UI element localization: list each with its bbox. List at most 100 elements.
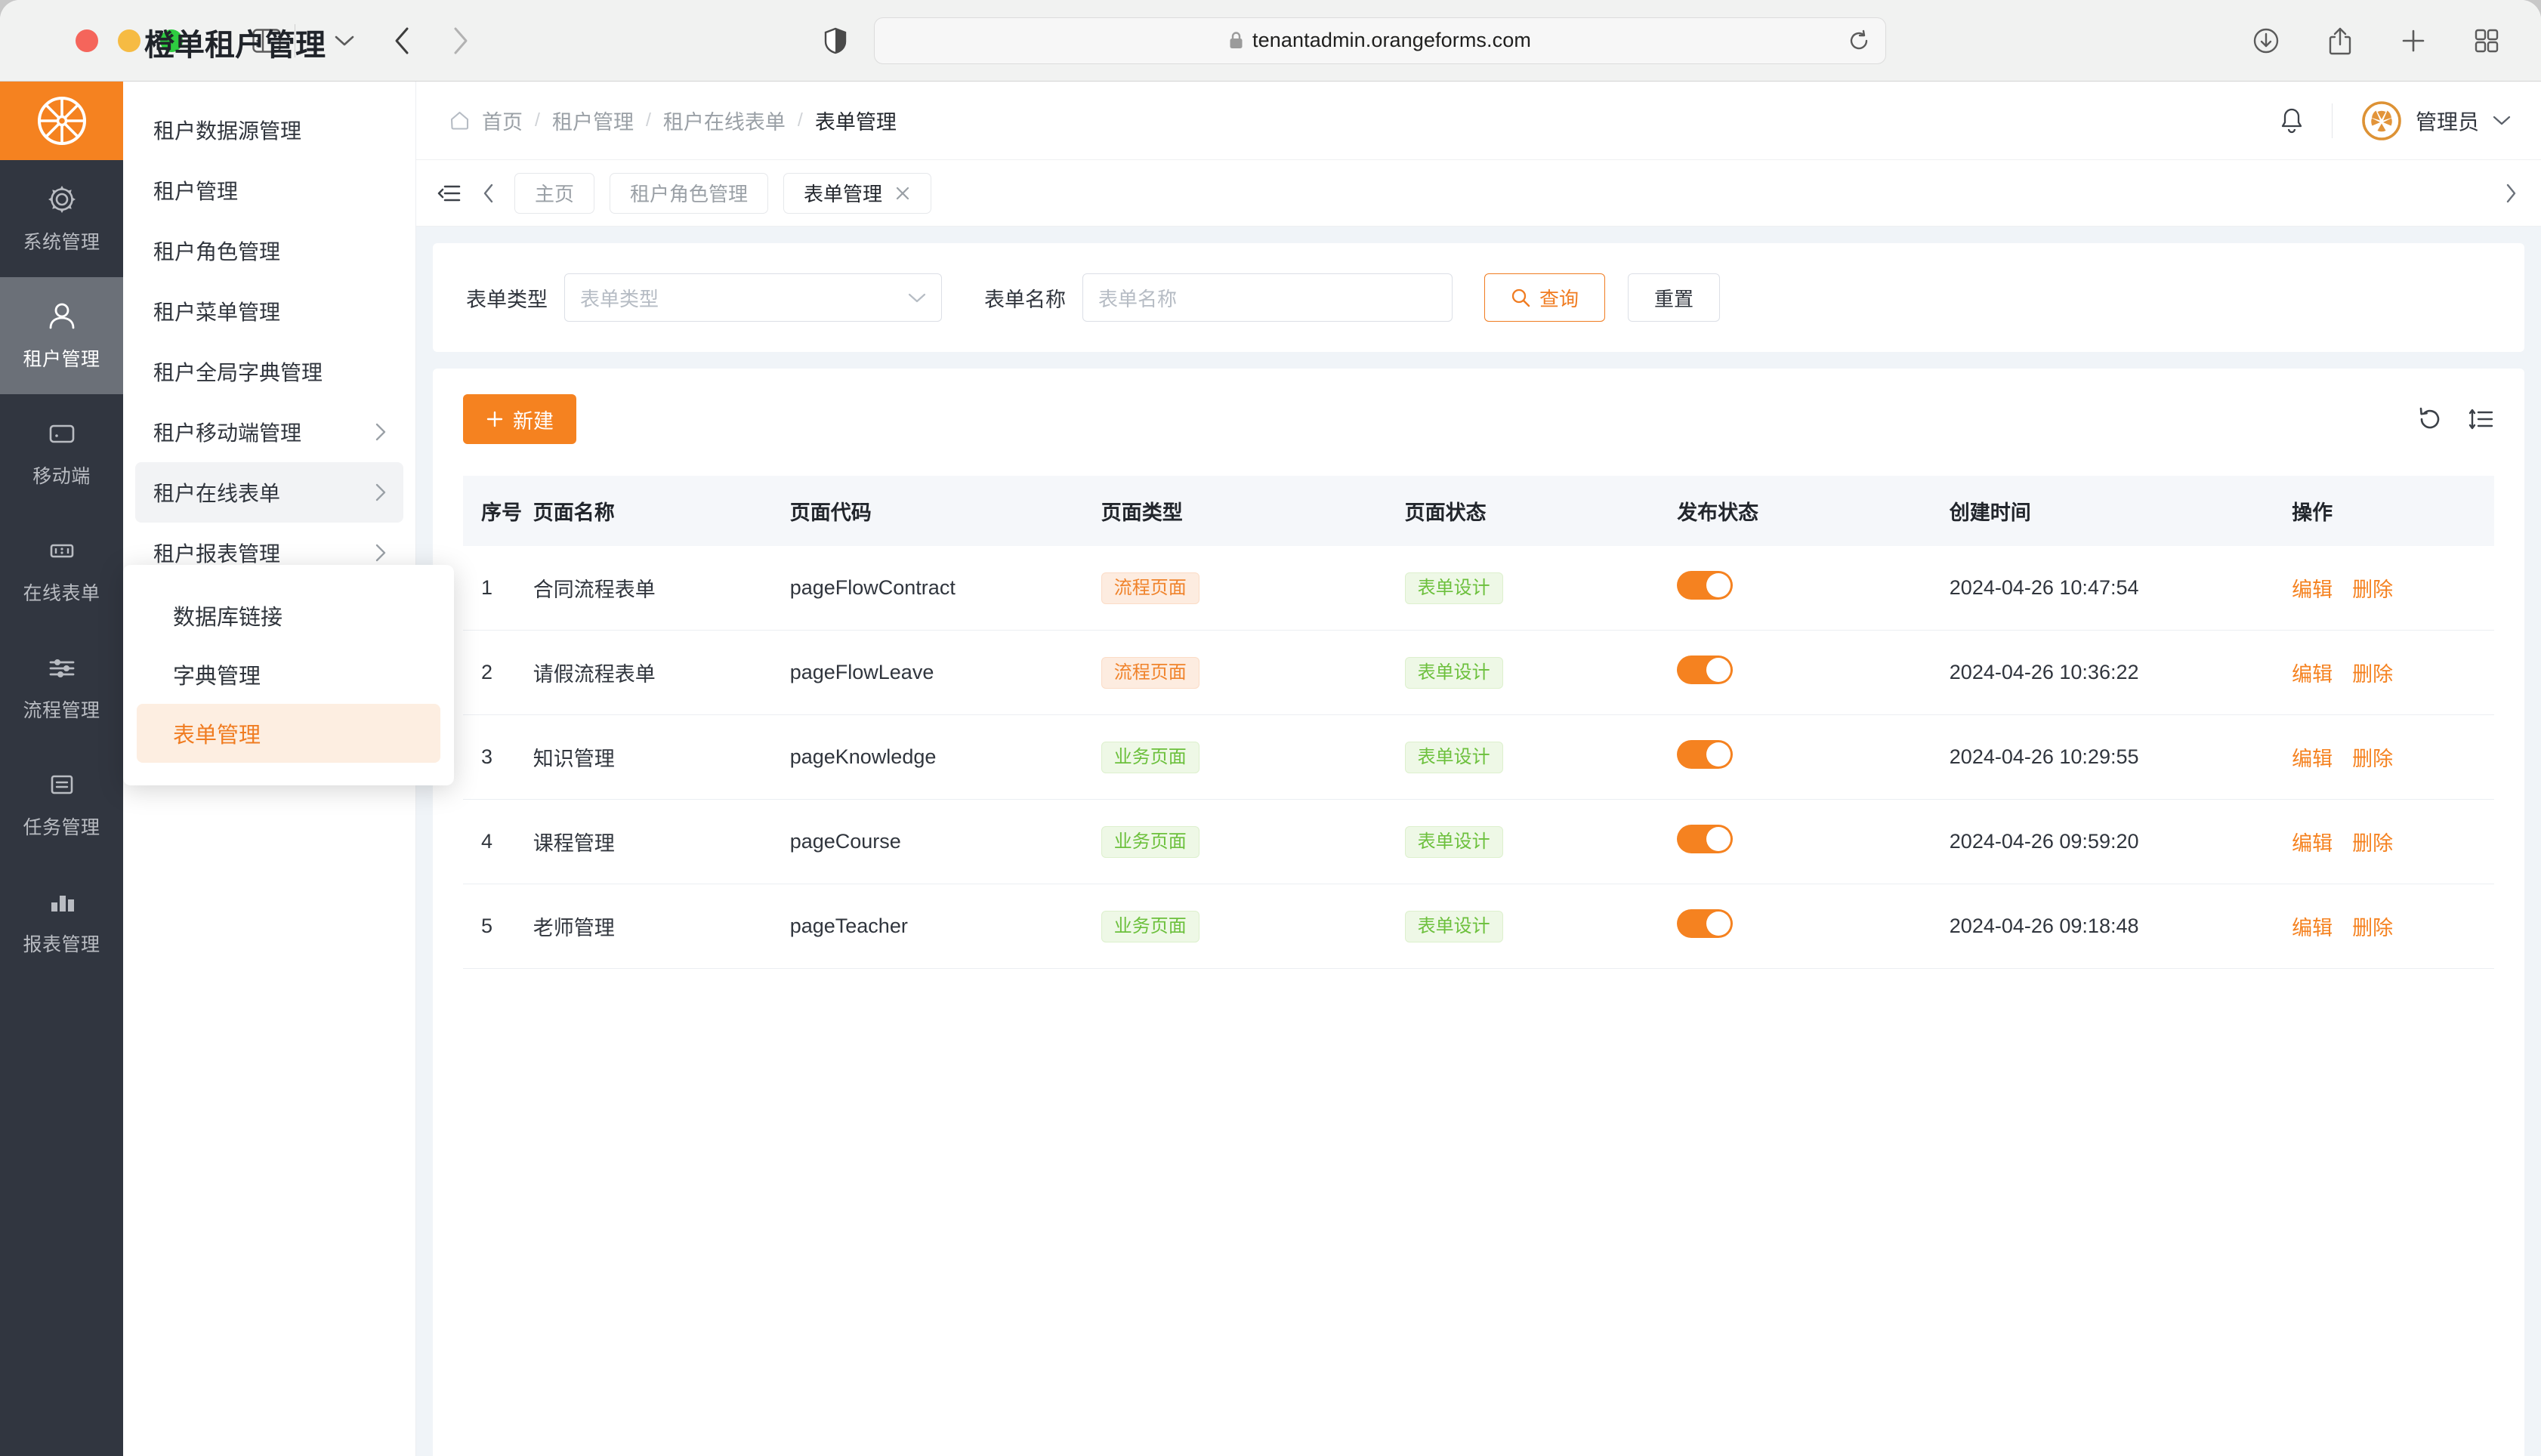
submenu-item-report[interactable]: 租户报表管理	[135, 523, 403, 583]
tab-tenant-role[interactable]: 租户角色管理	[610, 172, 769, 214]
table-row[interactable]: 2 请假流程表单 pageFlowLeave 流程页面 表单设计 2024-04…	[463, 630, 2494, 715]
edit-link[interactable]: 编辑	[2292, 663, 2333, 686]
form-type-select[interactable]: 表单类型	[564, 273, 942, 322]
bell-icon[interactable]	[2279, 106, 2332, 135]
submenu-item-tenant[interactable]: 租户管理	[135, 160, 403, 221]
orange-slice-avatar	[2361, 100, 2402, 141]
flyout-item-dict[interactable]: 字典管理	[137, 645, 440, 704]
edit-link[interactable]: 编辑	[2292, 917, 2333, 939]
bar-chart-icon	[45, 885, 79, 918]
table-row[interactable]: 1 合同流程表单 pageFlowContract 流程页面 表单设计 2024…	[463, 546, 2494, 631]
delete-link[interactable]: 删除	[2352, 663, 2394, 686]
cell-name: 请假流程表单	[533, 630, 790, 715]
cell-status: 表单设计	[1404, 799, 1678, 884]
tab-home[interactable]: 主页	[514, 172, 595, 214]
breadcrumb-item-tenant[interactable]: 租户管理	[551, 111, 634, 134]
sidebar-item-label: 在线表单	[23, 583, 100, 604]
tab-bar: 主页 租户角色管理 表单管理	[416, 160, 2541, 227]
submenu-item-menu[interactable]: 租户菜单管理	[135, 281, 403, 341]
flyout-item-db-link[interactable]: 数据库链接	[137, 586, 440, 645]
header-actions: 管理员	[2279, 100, 2511, 141]
breadcrumb-item-online-form[interactable]: 租户在线表单	[662, 111, 786, 134]
tab-overview-icon[interactable]	[2475, 29, 2499, 53]
table-row[interactable]: 3 知识管理 pageKnowledge 业务页面 表单设计 2024-04-2…	[463, 714, 2494, 800]
page-type-badge: 流程页面	[1101, 572, 1199, 604]
edit-link[interactable]: 编辑	[2292, 832, 2333, 855]
sidebar-item-mobile[interactable]: 移动端	[0, 394, 123, 511]
refresh-icon[interactable]	[2417, 406, 2443, 432]
submenu-item-global-dict[interactable]: 租户全局字典管理	[135, 341, 403, 402]
edit-link[interactable]: 编辑	[2292, 578, 2333, 601]
sidebar-toggle-icon[interactable]	[252, 28, 281, 53]
delete-link[interactable]: 删除	[2352, 917, 2394, 939]
flyout-item-form-manage[interactable]: 表单管理	[137, 704, 440, 763]
maximize-window-button[interactable]	[160, 29, 183, 52]
close-icon[interactable]	[894, 185, 911, 202]
delete-link[interactable]: 删除	[2352, 832, 2394, 855]
main-area: 首页 / 租户管理 / 租户在线表单 / 表单管理	[123, 82, 2541, 1456]
sidebar-item-workflow[interactable]: 流程管理	[0, 628, 123, 745]
cell-created: 2024-04-26 10:47:54	[1949, 546, 2292, 631]
publish-toggle[interactable]	[1677, 740, 1734, 769]
cell-actions: 编辑 删除	[2292, 630, 2494, 715]
sidebar-item-label: 移动端	[32, 466, 91, 487]
tabs-scroll-left-button[interactable]	[483, 183, 495, 204]
publish-toggle[interactable]	[1677, 571, 1734, 600]
breadcrumb-separator: /	[645, 110, 651, 131]
home-icon[interactable]	[449, 110, 470, 131]
publish-toggle[interactable]	[1677, 825, 1734, 853]
sidebar-item-tenant[interactable]: 租户管理	[0, 277, 123, 394]
cell-status: 表单设计	[1404, 630, 1678, 715]
plus-icon[interactable]	[2401, 28, 2426, 54]
column-header-publish: 发布状态	[1677, 476, 1950, 546]
reset-button[interactable]: 重置	[1628, 273, 1721, 322]
download-icon[interactable]	[2252, 27, 2280, 54]
shield-icon[interactable]	[824, 27, 847, 54]
submenu-item-label: 租户全局字典管理	[153, 361, 323, 384]
submenu-item-role[interactable]: 租户角色管理	[135, 221, 403, 281]
address-bar[interactable]: tenantadmin.orangeforms.com	[874, 17, 1886, 64]
page-type-badge: 业务页面	[1101, 825, 1199, 858]
table-toolbar-icons	[2417, 406, 2494, 432]
orange-wheel-logo[interactable]	[0, 82, 123, 160]
publish-toggle[interactable]	[1677, 909, 1734, 938]
user-menu[interactable]: 管理员	[2333, 100, 2511, 141]
search-button[interactable]: 查询	[1484, 273, 1606, 322]
breadcrumb-item-home[interactable]: 首页	[482, 111, 523, 134]
form-type-label: 表单类型	[466, 288, 548, 311]
tab-form-manage[interactable]: 表单管理	[783, 172, 932, 214]
collapse-tabs-icon[interactable]	[437, 183, 462, 204]
edit-link[interactable]: 编辑	[2292, 748, 2333, 770]
submenu-item-online-form[interactable]: 租户在线表单	[135, 462, 403, 523]
list-icon	[45, 768, 79, 801]
table-row[interactable]: 4 课程管理 pageCourse 业务页面 表单设计 2024-04-26 0…	[463, 799, 2494, 884]
cell-index: 1	[463, 546, 533, 631]
table-row[interactable]: 5 老师管理 pageTeacher 业务页面 表单设计 2024-04-26 …	[463, 884, 2494, 969]
submenu-item-mobile[interactable]: 租户移动端管理	[135, 402, 403, 462]
toggle-knob	[1706, 912, 1731, 936]
publish-toggle[interactable]	[1677, 656, 1734, 684]
chevron-down-icon[interactable]	[335, 35, 354, 47]
sidebar-item-system[interactable]: 系统管理	[0, 160, 123, 277]
minimize-window-button[interactable]	[118, 29, 140, 52]
reload-icon[interactable]	[1848, 29, 1870, 52]
submenu-flyout: 数据库链接 字典管理 表单管理	[123, 565, 454, 785]
cell-type: 流程页面	[1101, 630, 1405, 715]
sidebar-item-online-form[interactable]: 在线表单	[0, 511, 123, 628]
column-settings-icon[interactable]	[2468, 406, 2494, 432]
tabs-scroll-right-button[interactable]	[2505, 183, 2517, 204]
forward-button[interactable]	[452, 26, 469, 55]
share-icon[interactable]	[2328, 26, 2352, 55]
submenu-item-label: 租户管理	[153, 180, 239, 203]
new-button[interactable]: 新建	[463, 394, 576, 444]
page-status-badge: 表单设计	[1404, 656, 1503, 689]
sidebar-item-task[interactable]: 任务管理	[0, 745, 123, 862]
delete-link[interactable]: 删除	[2352, 578, 2394, 601]
back-button[interactable]	[394, 26, 410, 55]
sidebar-item-report[interactable]: 报表管理	[0, 862, 123, 979]
delete-link[interactable]: 删除	[2352, 748, 2394, 770]
search-button-label: 查询	[1539, 287, 1579, 310]
close-window-button[interactable]	[76, 29, 98, 52]
form-name-input[interactable]: 表单名称	[1082, 273, 1453, 322]
submenu-item-datasource[interactable]: 租户数据源管理	[135, 100, 403, 160]
